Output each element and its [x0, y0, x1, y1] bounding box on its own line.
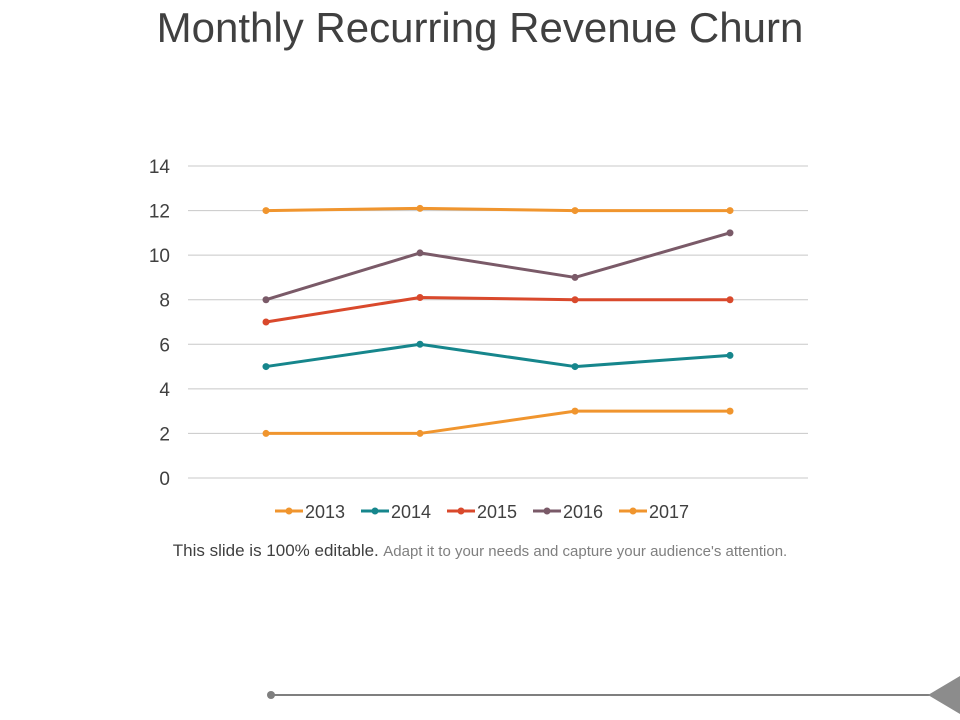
legend-label: 2017	[649, 502, 689, 522]
y-tick-label: 12	[149, 202, 170, 223]
y-tick-label: 8	[159, 291, 170, 312]
line-chart: 0 2 4 6 8 10 12 14 2013 2014 2015 2016 2017	[149, 157, 808, 522]
data-point	[726, 229, 734, 237]
data-point	[262, 296, 270, 304]
data-point	[571, 296, 579, 304]
data-point	[571, 363, 579, 371]
series-2017	[262, 204, 734, 215]
data-point	[262, 429, 270, 437]
y-tick-label: 14	[149, 157, 171, 178]
legend-label: 2013	[305, 502, 345, 522]
legend-item: 2017	[619, 502, 689, 522]
data-point	[416, 249, 424, 257]
series-2016	[262, 229, 734, 304]
legend-label: 2016	[563, 502, 603, 522]
legend-label: 2015	[477, 502, 517, 522]
data-point	[416, 429, 424, 437]
footer-arrow-icon	[928, 676, 960, 714]
legend-label: 2014	[391, 502, 431, 522]
chart-series	[262, 204, 734, 437]
data-point	[262, 318, 270, 326]
series-2015	[262, 293, 734, 326]
legend-item: 2013	[275, 502, 345, 522]
data-point	[726, 351, 734, 359]
data-point	[726, 207, 734, 215]
series-line	[266, 409, 730, 435]
y-tick-label: 0	[159, 469, 170, 490]
data-point	[262, 363, 270, 371]
data-point	[571, 207, 579, 215]
data-point	[262, 207, 270, 215]
data-point	[416, 204, 424, 212]
legend-swatch-dot	[629, 507, 637, 515]
legend-swatch-dot	[457, 507, 465, 515]
data-point	[726, 296, 734, 304]
data-point	[416, 293, 424, 301]
data-point	[571, 273, 579, 281]
y-tick-label: 2	[159, 424, 170, 445]
legend-item: 2015	[447, 502, 517, 522]
data-point	[416, 340, 424, 348]
y-tick-label: 6	[159, 335, 170, 356]
data-point	[726, 407, 734, 415]
y-axis-tick-labels: 0 2 4 6 8 10 12 14	[149, 157, 171, 490]
y-tick-label: 4	[159, 380, 170, 401]
series-line	[265, 295, 730, 324]
legend-item: 2016	[533, 502, 603, 522]
legend-swatch-dot	[285, 507, 293, 515]
series-2014	[262, 340, 734, 371]
data-point	[571, 407, 579, 415]
legend-swatch-dot	[543, 507, 551, 515]
chart-legend: 2013 2014 2015 2016 2017	[275, 502, 689, 522]
series-2013	[262, 407, 734, 437]
caption-light-text: Adapt it to your needs and capture your …	[383, 543, 788, 560]
slide-title: Monthly Recurring Revenue Churn	[156, 4, 804, 51]
y-tick-label: 10	[149, 246, 170, 267]
series-line	[265, 342, 731, 369]
legend-swatch-dot	[371, 507, 379, 515]
legend-item: 2014	[361, 502, 431, 522]
caption-bold-text: This slide is 100% editable.	[172, 541, 379, 560]
series-line	[265, 231, 731, 302]
slide-caption: This slide is 100% editable. Adapt it to…	[160, 540, 800, 563]
series-line	[265, 206, 730, 213]
